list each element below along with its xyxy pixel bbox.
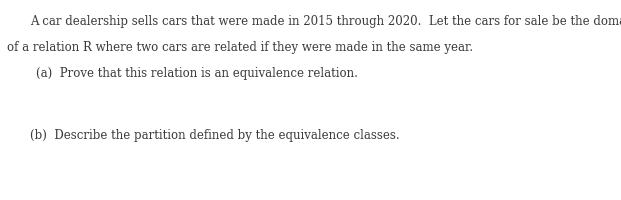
- Text: (b)  Describe the partition defined by the equivalence classes.: (b) Describe the partition defined by th…: [30, 128, 399, 141]
- Text: of a relation R where two cars are related if they were made in the same year.: of a relation R where two cars are relat…: [7, 41, 474, 54]
- Text: (a)  Prove that this relation is an equivalence relation.: (a) Prove that this relation is an equiv…: [36, 67, 358, 80]
- Text: A car dealership sells cars that were made in 2015 through 2020.  Let the cars f: A car dealership sells cars that were ma…: [30, 15, 621, 28]
